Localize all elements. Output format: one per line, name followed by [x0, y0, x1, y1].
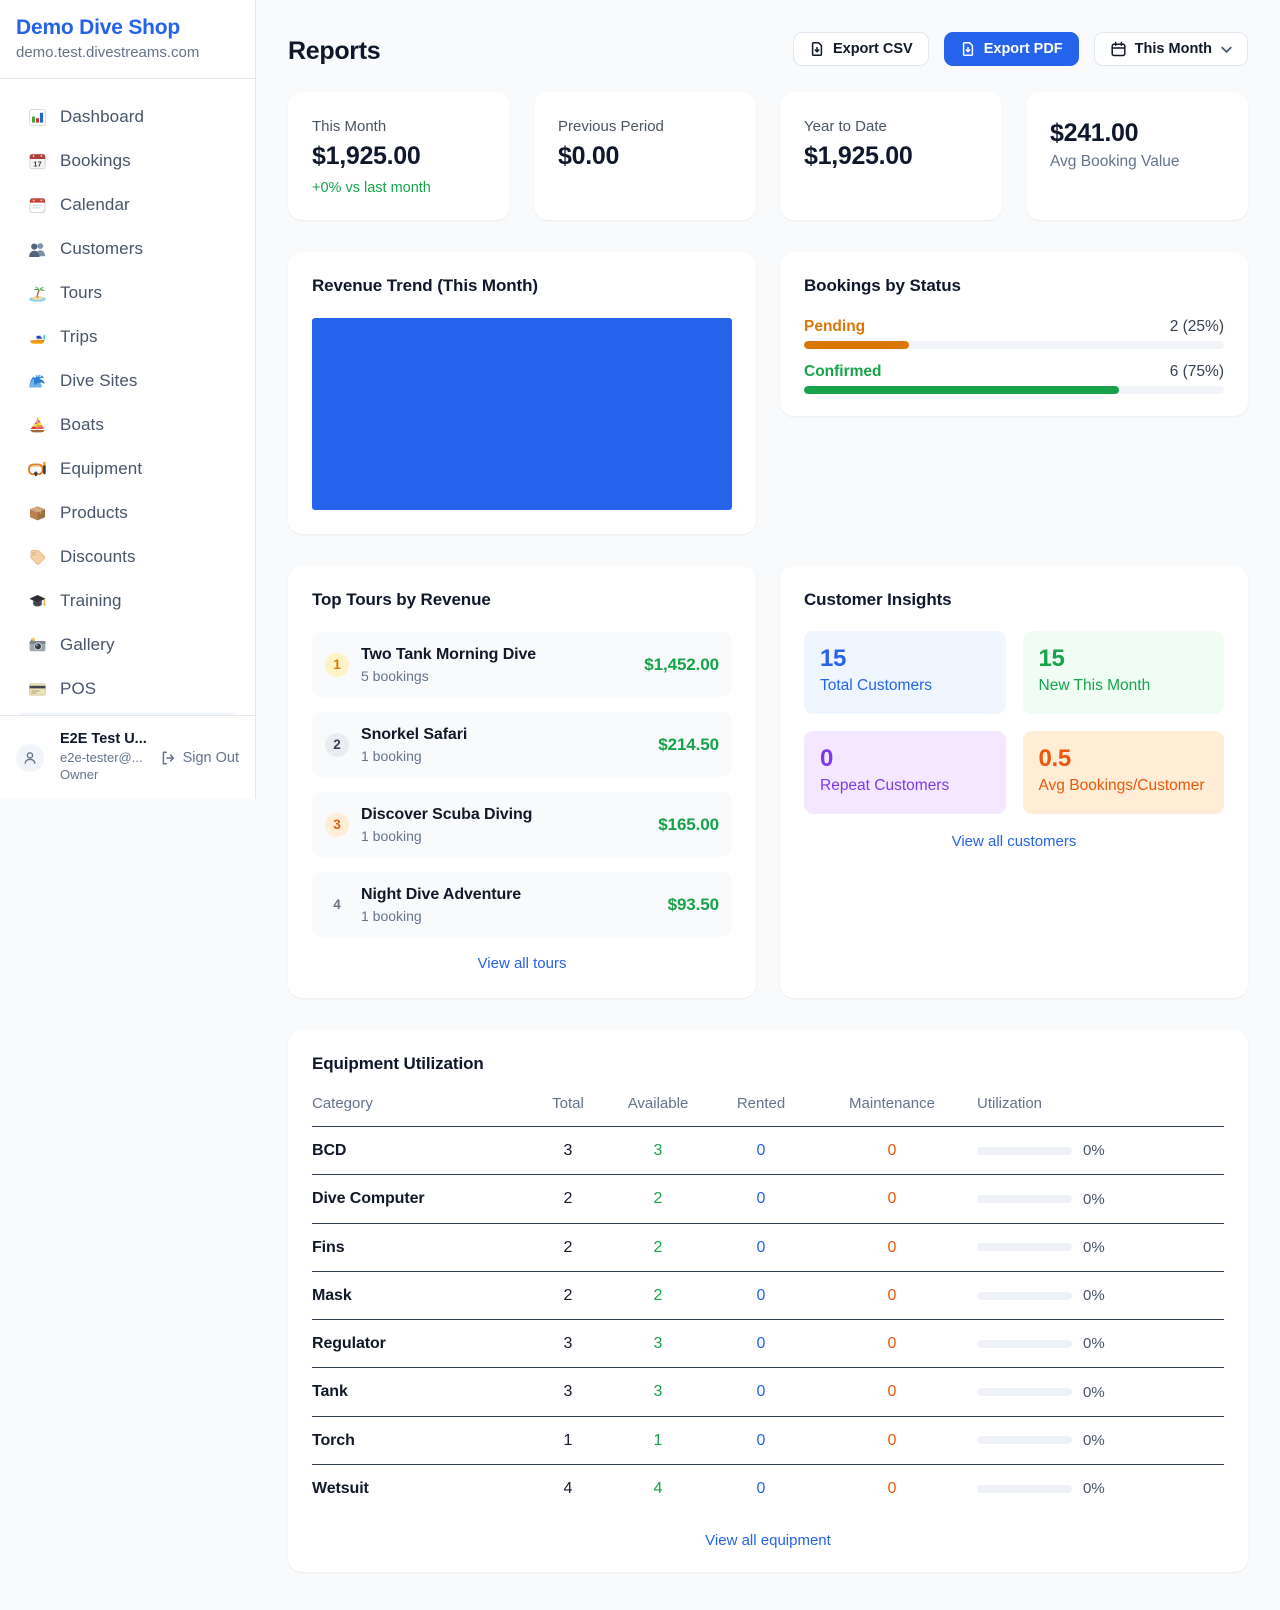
- svg-text:17: 17: [33, 159, 41, 168]
